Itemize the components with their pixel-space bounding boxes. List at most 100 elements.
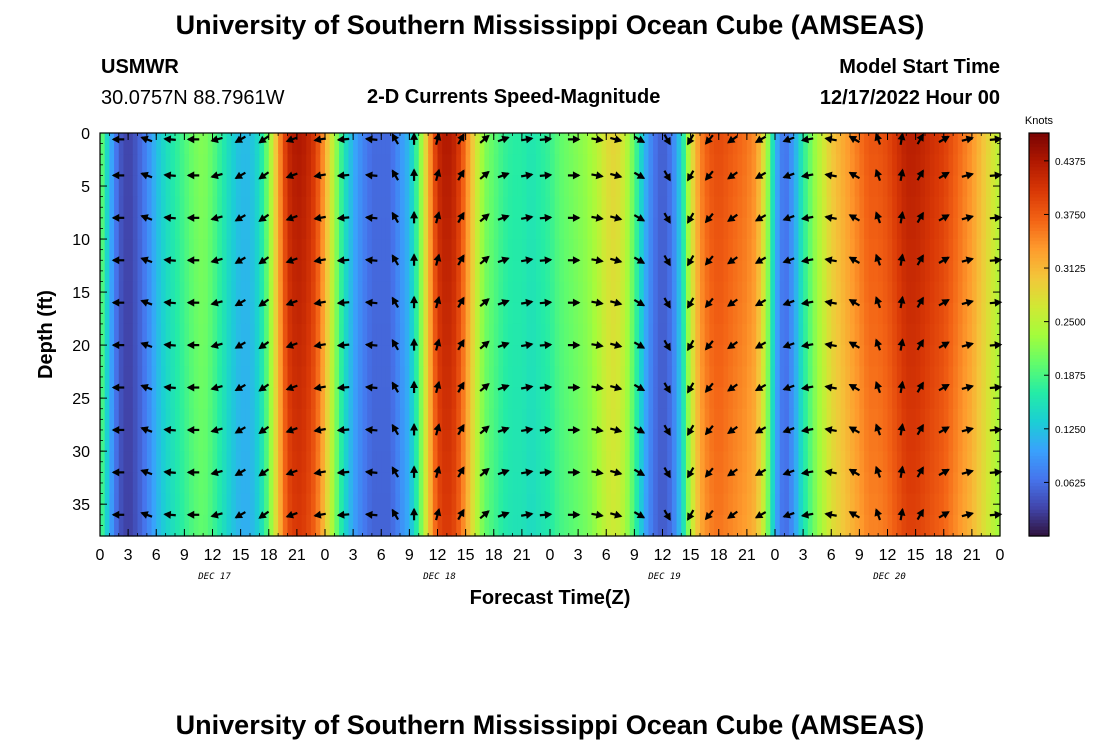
heatmap-cell — [850, 196, 856, 219]
heatmap-cell — [489, 366, 495, 389]
heatmap-cell — [175, 451, 181, 473]
heatmap-cell — [367, 387, 373, 410]
heatmap-cell — [123, 281, 129, 304]
heatmap-cell — [104, 493, 110, 516]
heatmap-cell — [704, 133, 710, 155]
heatmap-cell — [198, 429, 204, 452]
heatmap-cell — [245, 260, 251, 283]
heatmap-cell — [639, 323, 645, 346]
heatmap-cell — [296, 175, 303, 198]
heatmap-cell — [526, 408, 532, 431]
heatmap-cell — [821, 472, 828, 495]
heatmap-cell — [671, 387, 678, 410]
heatmap-cell — [784, 472, 790, 495]
heatmap-cell — [371, 175, 378, 198]
heatmap-cell — [423, 302, 429, 325]
heatmap-cell — [742, 472, 748, 495]
heatmap-cell — [460, 175, 467, 198]
heatmap-cell — [193, 451, 200, 473]
heatmap-cell — [601, 239, 607, 261]
heatmap-cell — [357, 133, 364, 155]
heatmap-cell — [320, 493, 326, 516]
heatmap-cell — [943, 514, 950, 537]
heatmap-cell — [573, 387, 579, 410]
heatmap-cell — [723, 472, 729, 495]
heatmap-cell — [892, 302, 898, 325]
heatmap-cell — [357, 323, 364, 346]
heatmap-cell — [273, 260, 279, 283]
heatmap-cell — [756, 472, 762, 495]
heatmap-cell — [306, 408, 312, 431]
heatmap-cell — [676, 472, 682, 495]
heatmap-cell — [934, 217, 940, 240]
heatmap-cell — [545, 302, 551, 325]
heatmap-cell — [512, 239, 518, 261]
heatmap-cell — [573, 429, 579, 452]
heatmap-cell — [573, 133, 579, 155]
heatmap-cell — [704, 175, 710, 198]
heatmap-cell — [878, 260, 884, 283]
heatmap-cell — [128, 260, 134, 283]
heatmap-cell — [503, 451, 509, 473]
heatmap-cell — [203, 323, 209, 346]
heatmap-cell — [484, 493, 490, 516]
heatmap-cell — [985, 196, 992, 219]
heatmap-cell — [845, 281, 851, 304]
heatmap-cell — [193, 429, 200, 452]
heatmap-cell — [742, 408, 748, 431]
heatmap-cell — [404, 408, 410, 431]
heatmap-cell — [475, 429, 481, 452]
heatmap-cell — [653, 217, 659, 240]
heatmap-cell — [151, 514, 157, 537]
heatmap-cell — [770, 133, 776, 155]
heatmap-cell — [385, 366, 392, 389]
heatmap-cell — [484, 387, 490, 410]
heatmap-cell — [521, 323, 528, 346]
heatmap-cell — [451, 472, 457, 495]
heatmap-cell — [203, 472, 209, 495]
heatmap-cell — [132, 175, 139, 198]
heatmap-cell — [578, 302, 584, 325]
heatmap-cell — [250, 408, 256, 431]
heatmap-cell — [418, 429, 425, 452]
heatmap-cell — [498, 175, 504, 198]
heatmap-cell — [910, 323, 917, 346]
heatmap-cell — [887, 493, 893, 516]
heatmap-cell — [245, 239, 251, 261]
heatmap-cell — [235, 429, 242, 452]
heatmap-cell — [657, 493, 664, 516]
heatmap-cell — [817, 260, 823, 283]
heatmap-cell — [648, 387, 654, 410]
heatmap-cell — [400, 451, 406, 473]
heatmap-cell — [582, 133, 589, 155]
heatmap-cell — [840, 472, 846, 495]
heatmap-cell — [943, 260, 950, 283]
heatmap-cell — [845, 408, 851, 431]
heatmap-cell — [906, 302, 912, 325]
heatmap-cell — [653, 408, 659, 431]
heatmap-cell — [760, 472, 767, 495]
heatmap-cell — [193, 154, 200, 177]
heatmap-cell — [629, 133, 635, 155]
heatmap-cell — [653, 366, 659, 389]
heatmap-cell — [409, 302, 415, 325]
heatmap-cell — [550, 196, 556, 219]
heatmap-cell — [456, 366, 462, 389]
heatmap-cell — [268, 239, 275, 261]
heatmap-cell — [587, 217, 593, 240]
heatmap-cell — [175, 196, 181, 219]
heatmap-cell — [357, 387, 364, 410]
heatmap-cell — [910, 366, 917, 389]
heatmap-cell — [587, 472, 593, 495]
heatmap-cell — [231, 451, 237, 473]
heatmap-cell — [282, 302, 289, 325]
heatmap-cell — [442, 281, 448, 304]
heatmap-cell — [189, 472, 195, 495]
heatmap-cell — [437, 217, 443, 240]
heatmap-cell — [212, 260, 218, 283]
heatmap-cell — [132, 217, 139, 240]
heatmap-cell — [489, 408, 495, 431]
heatmap-cell — [521, 408, 528, 431]
heatmap-cell — [615, 302, 621, 325]
heatmap-cell — [690, 217, 696, 240]
